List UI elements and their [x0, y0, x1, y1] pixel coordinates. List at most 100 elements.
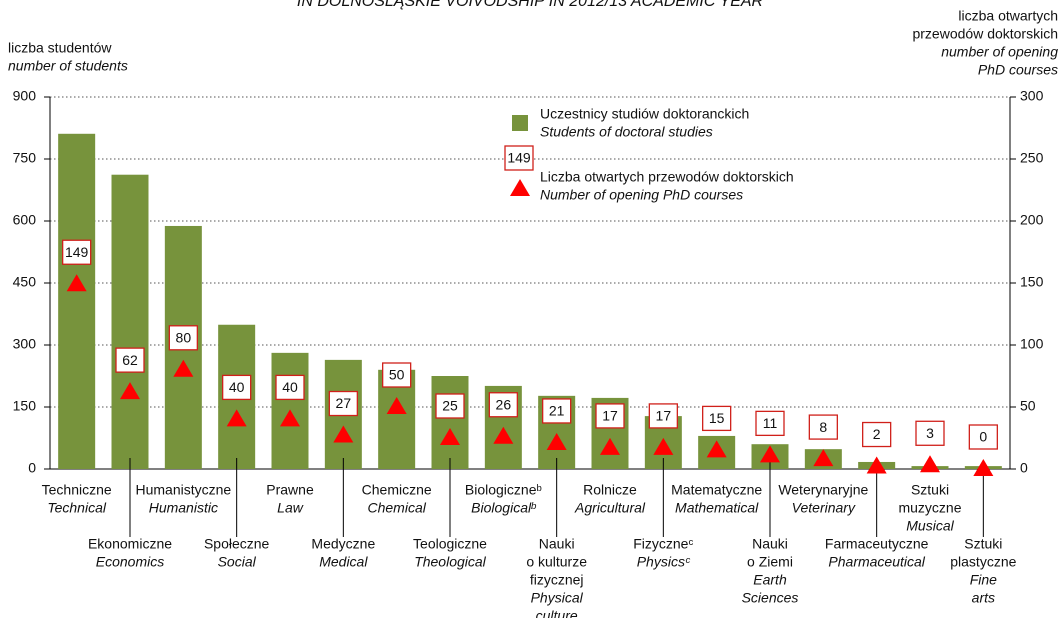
- x-tick-label-en: arts: [972, 590, 995, 606]
- x-tick-label-en: Social: [218, 554, 257, 570]
- x-tick-label-en: culture: [536, 608, 578, 618]
- marker: [706, 440, 727, 458]
- y-axis-label: liczba studentów: [8, 40, 112, 56]
- y2-tick-label: 100: [1020, 336, 1044, 352]
- marker: [546, 432, 567, 450]
- x-tick-label: Rolnicze: [583, 482, 637, 498]
- legend-swatch: [512, 115, 528, 131]
- marker: [760, 445, 780, 463]
- data-label-box: [435, 393, 465, 419]
- x-tick-label: Sztuki: [911, 482, 949, 498]
- y2-axis-label: liczba otwartych: [958, 8, 1058, 24]
- marker: [226, 409, 247, 427]
- marker: [386, 397, 407, 414]
- data-label-box: [62, 239, 92, 265]
- x-tick-label: o Ziemi: [747, 554, 793, 570]
- y2-tick-label: 50: [1020, 398, 1036, 414]
- x-tick-label-en: Medical: [319, 554, 368, 570]
- chart-title: IN DOLNOŚLĄSKIE VOIVODSHIP IN 2012/13 AC…: [297, 0, 764, 10]
- y-tick-label: 900: [13, 88, 37, 104]
- y2-axis-label: przewodów doktorskich: [912, 26, 1058, 42]
- y-tick-label: 150: [13, 398, 37, 414]
- x-tick-label-en: Physicsᶜ: [637, 554, 691, 570]
- legend-label: Uczestnicy studiów doktoranckich: [540, 106, 749, 122]
- y2-tick-label: 200: [1020, 212, 1044, 228]
- x-tick-label-en: Biologicalᵇ: [471, 500, 536, 516]
- marker: [973, 459, 994, 476]
- data-label: 40: [229, 379, 245, 395]
- x-tick-label: Nauki: [539, 536, 575, 552]
- data-label: 26: [496, 396, 512, 412]
- x-tick-label-en: Sciences: [742, 590, 799, 606]
- x-tick-label: Weterynaryjne: [778, 482, 868, 498]
- x-tick-label: o kulturze: [526, 554, 587, 570]
- y-axis-label: number of students: [8, 58, 128, 74]
- x-tick-label: Sztuki: [964, 536, 1002, 552]
- x-tick-label: plastyczne: [950, 554, 1016, 570]
- data-label: 17: [656, 408, 672, 424]
- data-label-box: [968, 424, 998, 450]
- marker: [66, 274, 87, 292]
- data-label: 17: [602, 408, 618, 424]
- x-tick-label: Humanistyczne: [135, 482, 231, 498]
- x-tick-label-en: Chemical: [367, 500, 426, 516]
- x-tick-label: Matematyczne: [671, 482, 762, 498]
- data-label: 11: [763, 415, 778, 431]
- y-tick-label: 300: [13, 336, 37, 352]
- x-tick-label-en: Pharmaceutical: [828, 554, 925, 570]
- x-tick-label: Biologiczneᵇ: [465, 482, 542, 498]
- x-tick-label: Prawne: [266, 482, 314, 498]
- y-tick-label: 600: [13, 212, 37, 228]
- x-tick-label: Techniczne: [42, 482, 112, 498]
- marker: [280, 409, 300, 427]
- x-tick-label-en: Earth: [753, 572, 787, 588]
- data-label: 0: [979, 429, 987, 445]
- marker: [173, 359, 194, 377]
- legend-sample-label-box: [504, 145, 534, 171]
- marker: [600, 437, 620, 455]
- marker: [653, 437, 674, 455]
- x-tick-label: Teologiczne: [413, 536, 487, 552]
- data-label-box: [595, 403, 625, 429]
- data-label-box: [488, 392, 518, 418]
- y-tick-label: 0: [28, 460, 36, 476]
- marker: [333, 425, 354, 443]
- bar: [431, 376, 469, 469]
- data-label: 25: [442, 398, 458, 414]
- data-label-box: [328, 390, 358, 417]
- bar: [111, 174, 149, 469]
- x-tick-label-en: Theological: [414, 554, 486, 570]
- data-label-box: [648, 403, 678, 429]
- x-tick-label-en: Musical: [906, 518, 954, 534]
- data-label-box: [382, 362, 412, 388]
- marker: [866, 456, 887, 474]
- y-tick-label: 450: [13, 274, 37, 290]
- x-tick-label-en: Fine: [970, 572, 997, 588]
- legend-label: Students of doctoral studies: [540, 124, 713, 140]
- marker: [120, 382, 140, 400]
- y2-tick-label: 250: [1020, 150, 1044, 166]
- x-tick-label: muzyczne: [898, 500, 961, 516]
- x-tick-label-en: Law: [277, 500, 304, 516]
- data-label-box: [915, 420, 945, 446]
- marker: [920, 455, 940, 473]
- data-label: 15: [709, 410, 725, 426]
- y2-tick-label: 0: [1020, 460, 1028, 476]
- x-tick-label-en: Veterinary: [792, 500, 856, 516]
- marker: [813, 449, 834, 467]
- data-label: 8: [819, 419, 827, 435]
- bar: [58, 133, 96, 469]
- y2-axis-label: PhD courses: [978, 62, 1058, 78]
- x-tick-label: Farmaceutyczne: [825, 536, 929, 552]
- data-label-box: [542, 398, 572, 424]
- legend-sample-label: 149: [507, 150, 531, 166]
- x-tick-label-en: Economics: [96, 554, 164, 570]
- legend-swatch: [510, 179, 530, 196]
- data-label-box: [862, 421, 892, 448]
- x-tick-label-en: Physical: [531, 590, 584, 606]
- x-tick-label: Fizyczneᶜ: [633, 536, 693, 552]
- data-label-box: [808, 414, 838, 440]
- data-label-box: [222, 374, 252, 401]
- data-label: 149: [65, 244, 89, 260]
- x-tick-label: Nauki: [752, 536, 788, 552]
